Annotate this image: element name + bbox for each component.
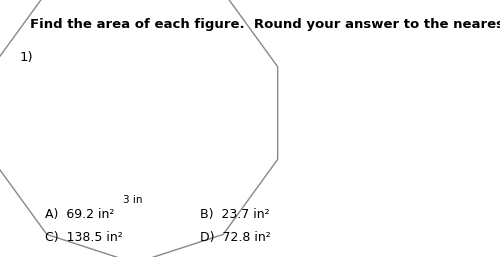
Text: D)  72.8 in²: D) 72.8 in² xyxy=(200,231,271,244)
Text: B)  23.7 in²: B) 23.7 in² xyxy=(200,208,270,221)
Text: Find the area of each figure.  Round your answer to the nearest tenth.: Find the area of each figure. Round your… xyxy=(30,18,500,31)
Text: 1): 1) xyxy=(20,51,34,65)
Text: C)  138.5 in²: C) 138.5 in² xyxy=(45,231,123,244)
Text: 3 in: 3 in xyxy=(123,195,142,205)
Text: A)  69.2 in²: A) 69.2 in² xyxy=(45,208,114,221)
